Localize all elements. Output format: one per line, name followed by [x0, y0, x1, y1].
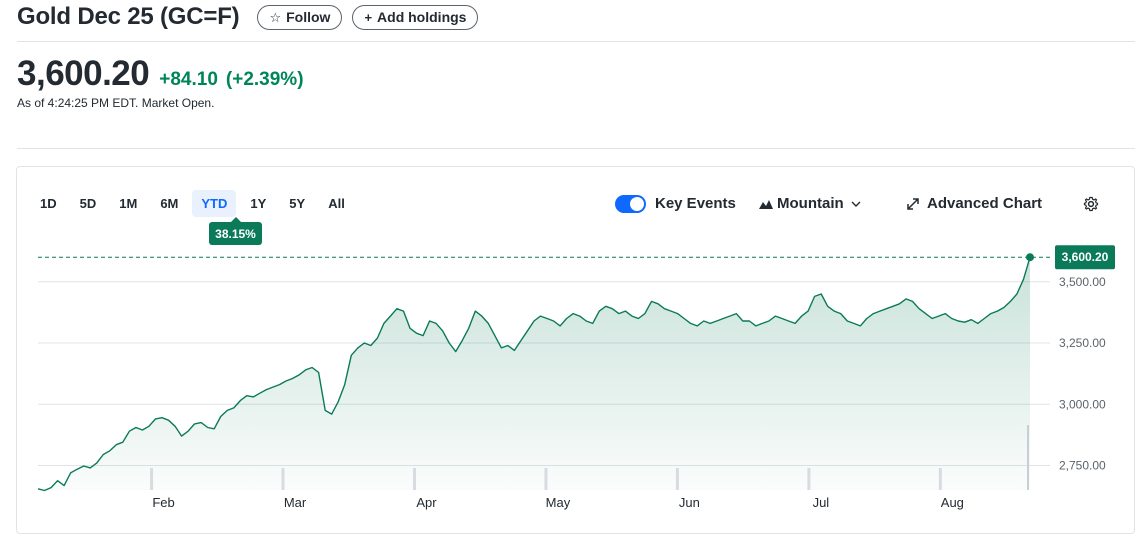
- x-tick-label: Mar: [284, 495, 307, 510]
- x-tick-label: May: [546, 495, 571, 510]
- range-return-badge: 38.15%: [209, 217, 262, 245]
- advanced-chart-button[interactable]: Advanced Chart: [906, 190, 1042, 217]
- price-area: [38, 257, 1030, 491]
- gear-icon: [1083, 196, 1099, 211]
- expand-icon: [907, 197, 919, 210]
- y-tick-label: 2,750.00: [1059, 459, 1106, 473]
- header-divider: [17, 41, 1135, 42]
- price-line: [37, 257, 1031, 492]
- toggle-switch[interactable]: [615, 194, 646, 213]
- key-events-toggle[interactable]: Key Events: [615, 190, 736, 217]
- range-tab-1y[interactable]: 1Y: [250, 196, 267, 211]
- chart-settings-button[interactable]: [1083, 190, 1099, 217]
- follow-label: Follow: [286, 9, 331, 25]
- range-tabs: 1D 5D 1M 6M YTD 1Y 5Y All: [31, 190, 359, 217]
- quote-header: Gold Dec 25 (GC=F) ☆ Follow + Add holdin…: [17, 2, 479, 32]
- range-tab-1m[interactable]: 1M: [119, 196, 138, 211]
- x-tick-label: Jul: [813, 495, 830, 510]
- chevron-down-icon: [851, 201, 861, 207]
- range-tab-5d[interactable]: 5D: [79, 196, 97, 211]
- x-tick-label: Feb: [152, 495, 174, 510]
- chart-type-label: Mountain: [777, 195, 844, 212]
- star-icon: ☆: [269, 9, 282, 25]
- x-tick-label: Aug: [941, 495, 964, 510]
- price-change: +84.10: [159, 69, 218, 90]
- key-events-label: Key Events: [655, 195, 736, 212]
- y-tick-label: 3,000.00: [1059, 397, 1106, 411]
- last-price-tag: [1055, 245, 1115, 270]
- last-price-label: 3,600.20: [1062, 250, 1109, 264]
- instrument-title: Gold Dec 25 (GC=F): [17, 3, 240, 30]
- last-price-marker: [1026, 253, 1034, 262]
- quote-price-row: 3,600.20 +84.10 (+2.39%): [17, 54, 304, 94]
- y-tick-label: 3,250.00: [1059, 336, 1106, 350]
- range-tab-1d[interactable]: 1D: [40, 196, 57, 211]
- x-tick-label: Apr: [416, 495, 437, 510]
- y-tick-label: 3,500.00: [1059, 275, 1106, 289]
- chart-type-dropdown[interactable]: Mountain: [759, 190, 861, 217]
- quote-timestamp: As of 4:24:25 PM EDT. Market Open.: [17, 96, 215, 110]
- range-tab-6m[interactable]: 6M: [160, 196, 179, 211]
- quote-divider: [17, 148, 1135, 149]
- mountain-icon: [759, 199, 773, 209]
- range-tab-ytd[interactable]: YTD: [192, 190, 237, 217]
- add-holdings-label: Add holdings: [377, 9, 467, 25]
- follow-button[interactable]: ☆ Follow: [257, 4, 343, 30]
- current-price: 3,600.20: [17, 54, 150, 93]
- advanced-chart-label: Advanced Chart: [927, 195, 1043, 212]
- range-tab-5y[interactable]: 5Y: [289, 196, 306, 211]
- add-holdings-button[interactable]: + Add holdings: [352, 4, 479, 30]
- range-tab-all[interactable]: All: [328, 196, 345, 211]
- price-change-percent: (+2.39%): [225, 69, 304, 90]
- x-tick-label: Jun: [679, 495, 700, 510]
- chart-card: [16, 166, 1135, 534]
- plus-icon: +: [364, 9, 373, 25]
